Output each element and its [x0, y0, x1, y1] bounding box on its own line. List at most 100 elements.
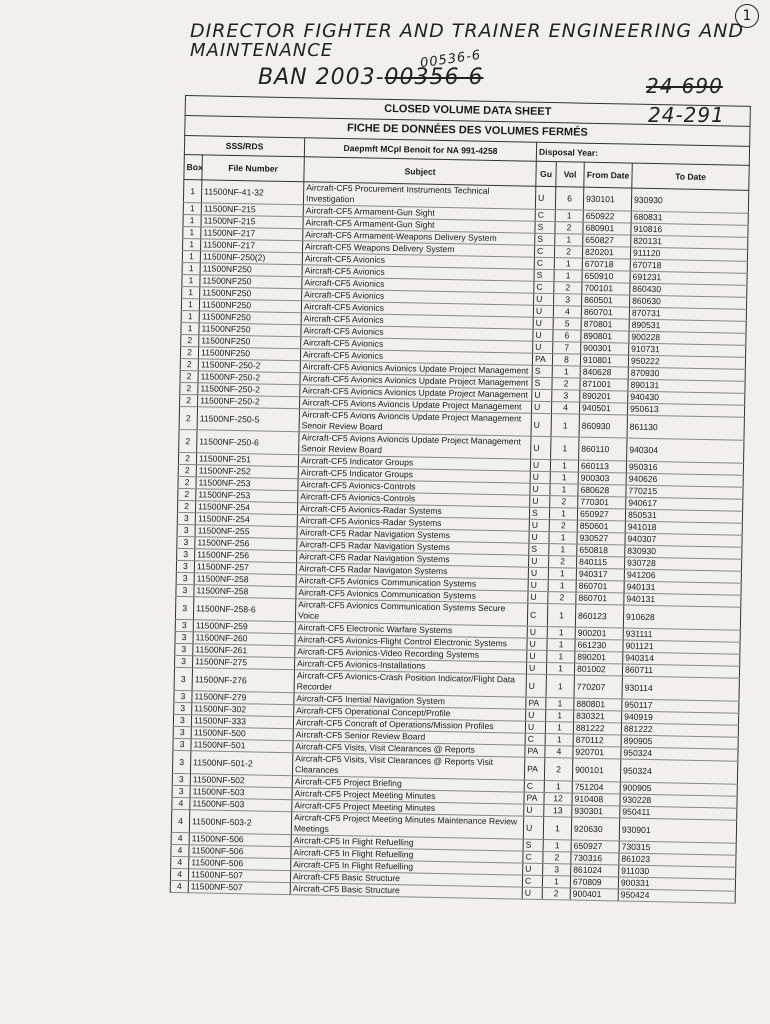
cell-from-date: 840628 — [580, 366, 629, 380]
cell-from-date: 820201 — [582, 246, 631, 260]
cell-box: 2 — [179, 406, 198, 430]
cell-vol: 2 — [553, 281, 582, 295]
cell-gu: U — [523, 816, 544, 840]
cell-gu: U — [529, 483, 551, 496]
cell-from-date: 850601 — [577, 520, 626, 534]
cell-gu: S — [523, 839, 544, 852]
cell-from-date: 861024 — [570, 864, 619, 877]
cell-vol: 5 — [553, 317, 582, 331]
cell-vol: 1 — [548, 579, 577, 593]
closed-volume-data-sheet: CLOSED VOLUME DATA SHEET FICHE DE DONNÉE… — [170, 95, 751, 904]
cell-vol: 1 — [548, 531, 578, 545]
cell-gu: C — [524, 780, 545, 793]
cell-gu: PA — [523, 792, 545, 805]
cell-from-date: 890201 — [579, 390, 628, 404]
cell-box: 1 — [182, 250, 201, 263]
cell-vol: 2 — [544, 757, 573, 782]
cell-gu: S — [533, 269, 555, 282]
cell-vol: 3 — [553, 293, 582, 307]
cell-gu: U — [531, 413, 552, 437]
cell-from-date: 650922 — [583, 210, 632, 224]
cell-box: 2 — [178, 452, 197, 465]
cell-box: 3 — [177, 512, 196, 525]
cell-to-date: 930114 — [621, 676, 740, 702]
cell-file-number: 11500NF-507 — [188, 880, 291, 895]
cell-vol: 1 — [547, 626, 576, 640]
cell-from-date: 650927 — [571, 840, 620, 853]
cell-gu: U — [528, 555, 549, 568]
cell-box: 3 — [174, 631, 194, 644]
cell-vol: 1 — [548, 543, 577, 557]
ban-struck: 00356-6 — [384, 65, 484, 90]
cell-from-date: 860701 — [575, 592, 625, 606]
cell-file-number: 11500NF-41-32 — [201, 179, 304, 205]
cell-to-date: 940304 — [626, 438, 745, 464]
handwritten-ban: BAN 2003-00356-6 — [258, 65, 483, 90]
cell-file-number: 11500NF-258-6 — [193, 596, 296, 622]
cell-vol: 1 — [546, 638, 576, 652]
cell-box: 2 — [179, 370, 199, 383]
cell-gu: U — [531, 389, 552, 402]
cell-vol: 1 — [550, 436, 580, 461]
cell-box: 1 — [182, 226, 201, 239]
cell-gu: U — [533, 293, 554, 306]
cell-gu: U — [535, 186, 556, 210]
cell-vol: 4 — [553, 305, 582, 319]
cell-vol: 1 — [545, 733, 574, 747]
cell-gu: C — [533, 281, 554, 294]
cell-gu: U — [531, 401, 552, 414]
cell-vol: 1 — [553, 269, 583, 283]
cell-vol: 1 — [546, 662, 575, 676]
cell-box: 2 — [179, 394, 198, 407]
cell-vol: 1 — [543, 839, 572, 853]
cell-box: 2 — [177, 488, 196, 501]
cell-from-date: 860123 — [575, 604, 624, 629]
cell-from-date: 650910 — [581, 270, 631, 284]
cell-vol: 13 — [543, 804, 572, 818]
cell-box: 3 — [173, 714, 192, 727]
cell-vol: 1 — [552, 365, 581, 379]
cell-gu: U — [522, 863, 543, 876]
cell-gu: U — [527, 591, 549, 604]
cell-from-date: 900303 — [578, 472, 627, 486]
cell-box: 3 — [176, 548, 195, 561]
cell-from-date: 940317 — [576, 568, 625, 582]
cell-vol: 1 — [554, 233, 583, 247]
cell-gu: C — [525, 733, 546, 746]
cell-gu: U — [533, 305, 554, 318]
cell-file-number: 11500NF-276 — [192, 667, 295, 693]
cell-vol: 3 — [542, 863, 571, 877]
cell-box: 4 — [170, 868, 189, 881]
cell-to-date: 861130 — [626, 415, 745, 441]
cell-to-date: 950424 — [618, 888, 736, 904]
handwritten-directorate-cont: MAINTENANCE — [190, 40, 334, 61]
cell-box: 2 — [180, 334, 199, 347]
cell-gu: PA — [532, 353, 553, 366]
cell-box: 2 — [178, 464, 197, 477]
sss-label: SSS/RDS — [184, 135, 305, 157]
cell-vol: 12 — [543, 792, 573, 806]
cell-gu: U — [530, 459, 551, 472]
cell-to-date: 910628 — [623, 605, 741, 631]
cell-from-date: 870801 — [581, 318, 630, 332]
cell-box: 3 — [172, 750, 191, 774]
cell-gu: C — [535, 209, 556, 222]
col-gu: Gu — [535, 161, 557, 187]
cell-from-date: 920701 — [572, 746, 622, 759]
cell-gu: U — [533, 317, 554, 330]
cell-from-date: 930101 — [583, 187, 632, 212]
cell-vol: 6 — [552, 329, 582, 343]
cell-gu: U — [528, 567, 549, 580]
cell-from-date: 870112 — [573, 734, 622, 747]
cell-from-date: 670809 — [570, 876, 619, 889]
cell-box: 2 — [179, 382, 198, 395]
table-body: 1 11500NF-41-32 Aircraft-CF5 Procurement I… — [170, 179, 749, 904]
cell-gu: U — [525, 709, 546, 722]
cell-box: 1 — [182, 238, 201, 251]
cell-box: 1 — [182, 214, 202, 227]
cell-from-date: 770207 — [573, 675, 623, 700]
cell-gu: U — [527, 626, 548, 639]
cell-from-date: 680901 — [582, 222, 632, 236]
cell-vol: 1 — [545, 674, 575, 699]
cell-from-date: 910801 — [580, 354, 629, 368]
